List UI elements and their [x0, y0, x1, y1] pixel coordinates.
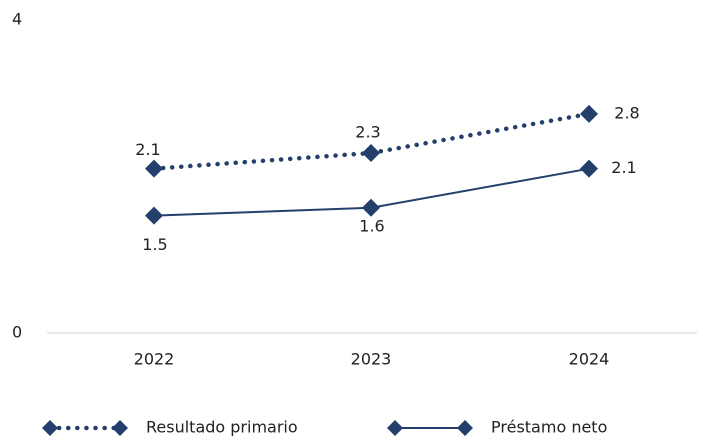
marker: [145, 159, 163, 178]
legend-marker: [112, 420, 128, 436]
data-label: 1.5: [142, 235, 167, 254]
marker: [362, 144, 380, 163]
legend-label: Resultado primario: [146, 418, 298, 437]
data-label: 2.8: [614, 103, 639, 122]
legend-marker: [42, 420, 58, 436]
x-tick-label: 2023: [351, 350, 392, 369]
y-tick-label: 0: [12, 323, 22, 342]
x-tick-label: 2024: [569, 350, 610, 369]
legend-marker: [457, 420, 473, 436]
data-label: 2.1: [611, 158, 636, 177]
marker: [362, 198, 380, 217]
marker: [580, 159, 598, 178]
data-label: 2.3: [355, 123, 380, 142]
legend-label: Préstamo neto: [491, 418, 607, 437]
data-label: 1.6: [359, 216, 384, 235]
data-label: 2.1: [135, 140, 160, 159]
x-tick-label: 2022: [134, 350, 175, 369]
legend-marker: [387, 420, 403, 436]
y-tick-label: 4: [12, 10, 22, 29]
marker: [580, 104, 598, 123]
marker: [145, 206, 163, 225]
